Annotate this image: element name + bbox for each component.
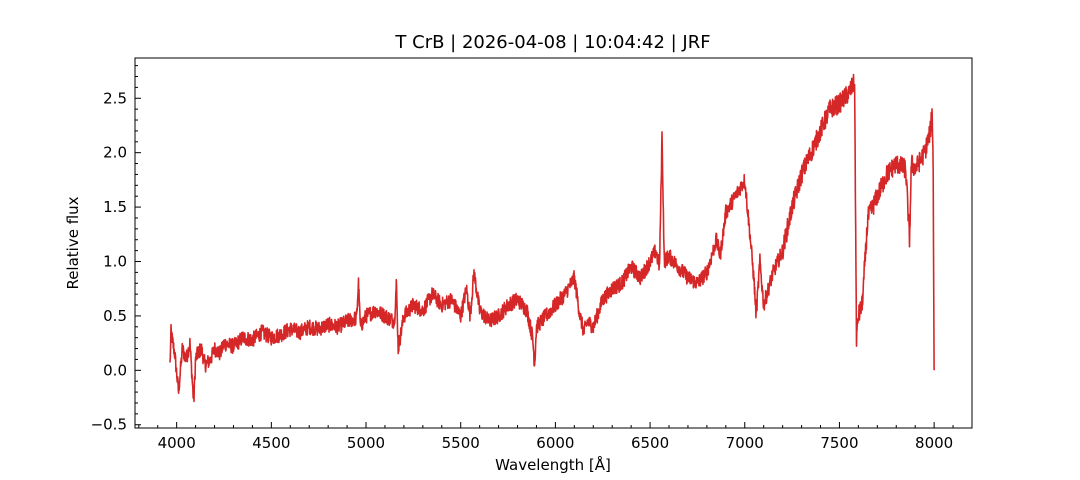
x-tick-label-8000: 8000: [915, 434, 953, 452]
y-tick-label: 1.5: [103, 198, 127, 216]
spectrum-line: [169, 73, 935, 403]
y-tick-label: 1.0: [103, 253, 127, 271]
x-tick-label-7000: 7000: [726, 434, 764, 452]
x-tick-label-5500: 5500: [442, 434, 480, 452]
x-tick-label-6000: 6000: [536, 434, 574, 452]
chart-title: T CrB | 2026-04-08 | 10:04:42 | JRF: [394, 32, 710, 53]
y-tick-label: 2.0: [103, 144, 127, 162]
x-axis-label: Wavelength [Å]: [495, 455, 611, 474]
plot-frame: [134, 57, 973, 429]
x-tick-label-4500: 4500: [252, 434, 290, 452]
y-tick-label: 0.0: [103, 361, 127, 379]
y-tick-label: 0.5: [103, 307, 127, 325]
x-tick-label-5000: 5000: [347, 434, 385, 452]
series-layer: [169, 73, 935, 403]
y-axis-label: Relative flux: [64, 196, 82, 289]
x-tick-label-7500: 7500: [820, 434, 858, 452]
y-tick-label: 2.5: [103, 89, 127, 107]
x-tick-label-4000: 4000: [158, 434, 196, 452]
x-tick-label-6500: 6500: [631, 434, 669, 452]
tick-layer: 4000 4500 5000 5500 6000 6500 7000 7500 8000 −0.5…: [91, 65, 973, 452]
y-tick-label: −0.5: [91, 416, 127, 434]
